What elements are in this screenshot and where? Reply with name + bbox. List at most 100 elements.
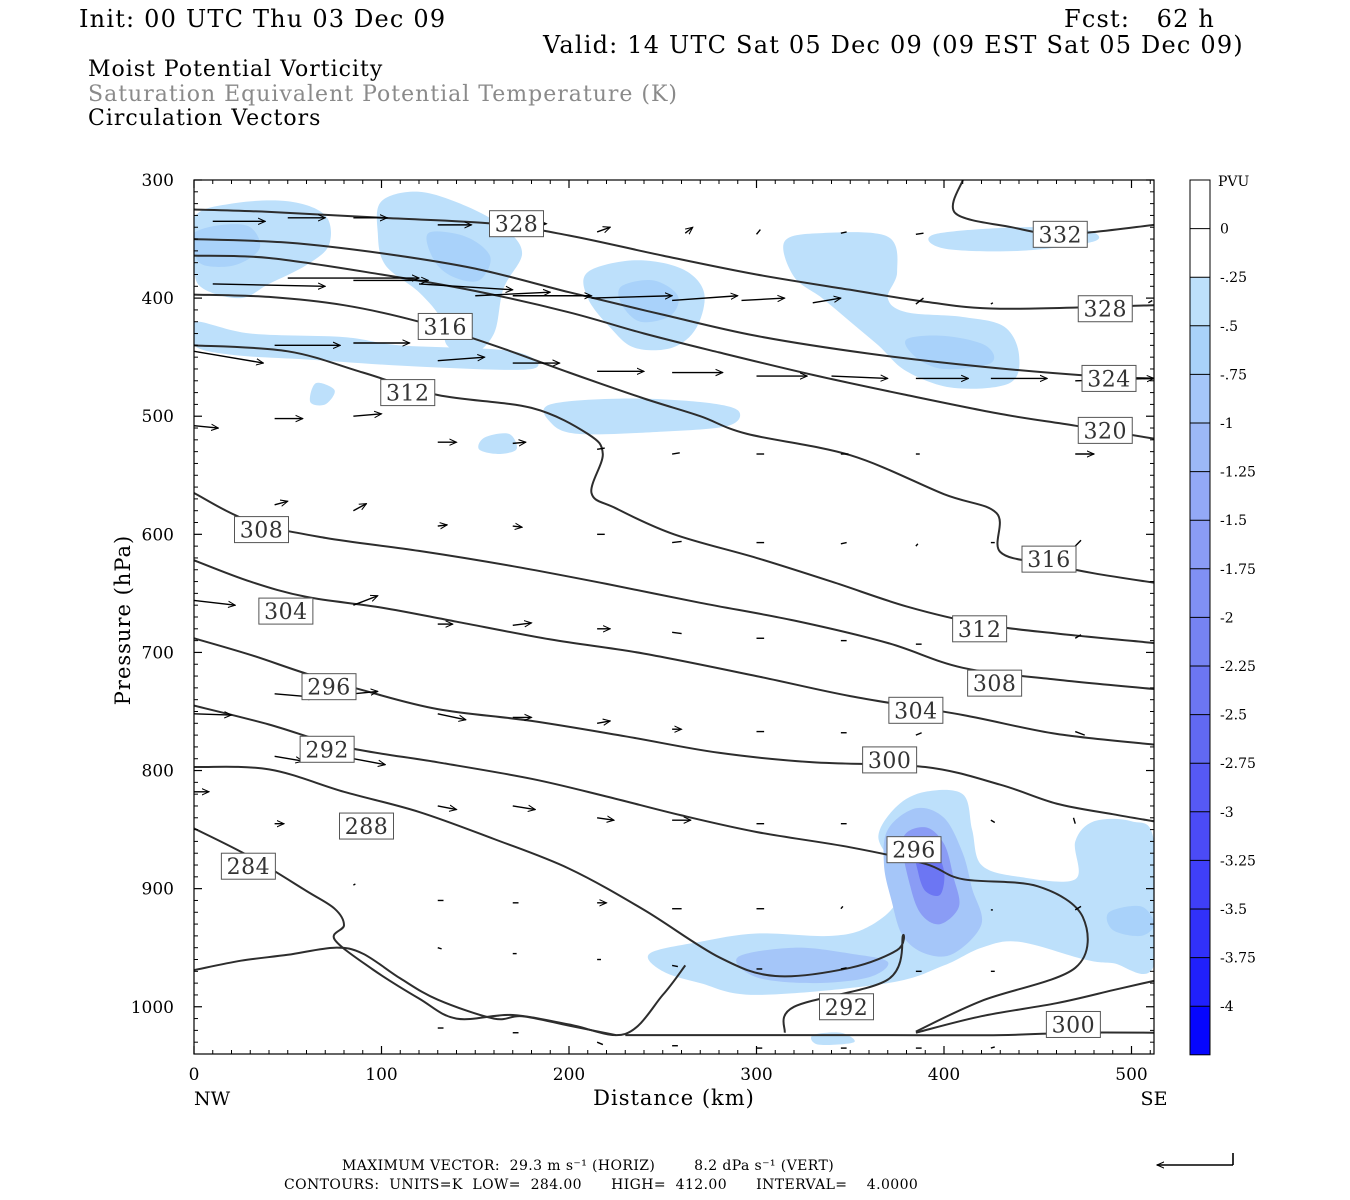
- contour-label-320: 320: [1084, 419, 1128, 444]
- colorbar-swatch: [1190, 568, 1210, 618]
- circulation-vector: [475, 292, 550, 297]
- theta-contour-328: [194, 208, 1154, 310]
- contour-label-box: [1045, 1010, 1101, 1038]
- contour-label-304: 304: [264, 600, 308, 625]
- contour-label-box: [888, 696, 944, 724]
- colorbar-label: -3.25: [1220, 853, 1256, 869]
- contour-label-box: [1077, 295, 1133, 323]
- colorbar-label: -4: [1220, 999, 1234, 1015]
- x-tick-label: 300: [740, 1065, 772, 1085]
- x-end-label-se: SE: [1141, 1088, 1168, 1110]
- contour-label-292: 292: [825, 996, 869, 1021]
- contour-label-box: [819, 993, 874, 1021]
- x-tick-label: 500: [1115, 1065, 1147, 1085]
- circulation-vector: [812, 298, 841, 304]
- theta-contour-304: [915, 979, 1154, 1034]
- x-tick-label: 100: [365, 1065, 397, 1085]
- circulation-vector: [597, 447, 605, 450]
- pv-shaded-area: [194, 321, 539, 370]
- circulation-vector: [755, 229, 761, 235]
- contour-label-308: 308: [240, 519, 284, 544]
- colorbar-label: -3: [1220, 805, 1234, 821]
- contour-label-box: [1077, 416, 1133, 444]
- colorbar-label: -2.25: [1220, 659, 1256, 675]
- contour-label-316: 316: [424, 315, 468, 340]
- colorbar-swatch: [1190, 909, 1210, 958]
- circulation-vector: [840, 967, 847, 970]
- theta-contour-284: [194, 946, 617, 1037]
- y-tick-label: 900: [142, 880, 174, 900]
- theta-contour-316: [194, 293, 1154, 584]
- circulation-vector: [194, 350, 263, 363]
- contour-label-box: [1081, 364, 1137, 392]
- circulation-vector: [194, 426, 218, 428]
- colorbar-label: -1.25: [1220, 465, 1256, 481]
- x-axis-label: Distance (km): [593, 1086, 755, 1110]
- contour-label-box: [489, 210, 544, 238]
- circulation-vector: [990, 819, 996, 824]
- circulation-vector: [194, 714, 232, 715]
- circulation-vector: [437, 713, 466, 720]
- contour-label-box: [886, 836, 942, 864]
- valid-time: Valid: 14 UTC Sat 05 Dec 09 (09 EST Sat …: [543, 31, 1244, 59]
- colorbar-swatch: [1190, 228, 1210, 278]
- colorbar-swatch: [1190, 617, 1210, 666]
- circulation-vector: [274, 755, 303, 761]
- theta-contour-288: [194, 827, 687, 1037]
- circulation-vector: [353, 883, 356, 886]
- y-tick-label: 700: [142, 643, 174, 663]
- colorbar-label: -.5: [1220, 319, 1238, 335]
- x-tick-label: 0: [189, 1065, 200, 1085]
- circulation-vector: [671, 964, 679, 968]
- circulation-vector: [437, 806, 457, 810]
- circulation-vector: [437, 525, 447, 526]
- field-title-vectors: Circulation Vectors: [88, 106, 322, 131]
- circulation-vector: [840, 231, 847, 234]
- x-tick-label: 400: [928, 1065, 960, 1085]
- theta-contour-332: [951, 180, 1154, 236]
- circulation-vector: [512, 526, 522, 527]
- circulation-vector: [437, 357, 485, 362]
- contour-label-box: [258, 597, 314, 625]
- circulation-vector: [990, 1046, 995, 1049]
- colorbar-swatch: [1190, 957, 1210, 1007]
- colorbar-label: -3.5: [1220, 902, 1247, 918]
- colorbar-label: -1: [1220, 416, 1234, 432]
- colorbar-swatch: [1190, 277, 1210, 326]
- contour-label-box: [1021, 545, 1077, 573]
- circulation-vector: [512, 806, 536, 810]
- max-vector-note: MAXIMUM VECTOR: 29.3 m s⁻¹ (HORIZ) 8.2 d…: [342, 1158, 835, 1174]
- circulation-vector: [1072, 817, 1076, 824]
- contour-label-box: [417, 312, 473, 340]
- y-tick-label: 600: [142, 525, 174, 545]
- circulation-vector: [1074, 905, 1082, 911]
- circulation-vector: [741, 298, 785, 300]
- contour-label-300: 300: [1052, 1013, 1096, 1038]
- contour-label-box: [862, 746, 918, 774]
- forecast-hour: Fcst: 62 h: [1064, 5, 1216, 33]
- colorbar-swatch: [1190, 763, 1210, 812]
- theta-contour-324: [194, 238, 1154, 380]
- circulation-vector: [194, 599, 235, 605]
- circulation-vector: [840, 541, 847, 545]
- contour-label-288: 288: [345, 815, 389, 840]
- circulation-vector: [672, 631, 682, 635]
- contour-label-324: 324: [1087, 367, 1131, 392]
- contour-label-328: 328: [495, 213, 539, 238]
- colorbar-unit: PVU: [1218, 174, 1250, 190]
- y-tick-label: 300: [142, 171, 174, 191]
- colorbar-label: -1.75: [1220, 562, 1256, 578]
- circulation-vector: [512, 623, 532, 625]
- contour-label-300: 300: [868, 749, 912, 774]
- colorbar-label: -1.5: [1220, 513, 1247, 529]
- colorbar-label: -2.5: [1220, 708, 1247, 724]
- x-end-label-nw: NW: [194, 1088, 231, 1110]
- field-title-mpv: Moist Potential Vorticity: [88, 57, 384, 82]
- colorbar-label: -.75: [1220, 367, 1247, 383]
- contour-label-box: [952, 615, 1008, 643]
- circulation-vector: [353, 596, 377, 606]
- circulation-vector: [512, 442, 526, 443]
- contour-label-284: 284: [227, 855, 271, 880]
- y-tick-label: 800: [142, 762, 174, 782]
